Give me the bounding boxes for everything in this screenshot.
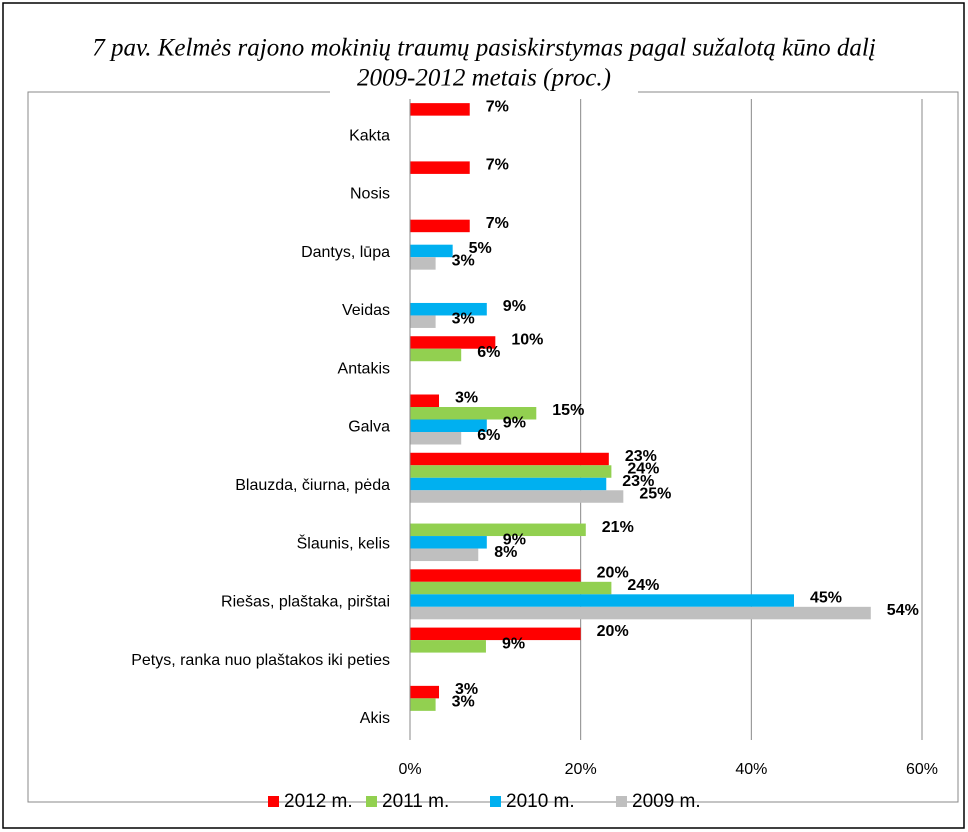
bar <box>410 594 794 607</box>
y-tick-label: Dantys, lūpa <box>301 244 390 261</box>
chart-title: 7 pav. Kelmės rajono mokinių traumų pasi… <box>92 35 876 62</box>
legend-swatch <box>490 796 501 807</box>
data-label: 3% <box>452 252 475 269</box>
y-tick-label: Kakta <box>349 127 390 144</box>
bar <box>410 490 624 503</box>
bar <box>410 161 470 174</box>
data-label: 3% <box>455 681 478 698</box>
data-label: 6% <box>477 427 500 444</box>
legend-label: 2009 m. <box>632 791 701 812</box>
bar <box>410 244 453 258</box>
data-label: 3% <box>455 390 478 407</box>
data-label: 9% <box>503 531 526 548</box>
bar <box>410 685 440 699</box>
x-tick-label: 60% <box>906 761 938 778</box>
data-label: 10% <box>511 331 543 348</box>
data-label: 24% <box>627 577 659 594</box>
bar <box>410 103 470 116</box>
bar <box>410 548 479 562</box>
bar <box>410 581 612 595</box>
data-label: 9% <box>502 635 525 652</box>
y-tick-label: Nosis <box>350 186 390 203</box>
bar <box>410 627 581 641</box>
x-tick-label: 40% <box>735 761 767 778</box>
data-label: 20% <box>597 565 629 582</box>
y-tick-label: Blauzda, čiurna, pėda <box>235 477 390 494</box>
x-tick-label: 0% <box>398 761 421 778</box>
legend-label: 2011 m. <box>382 791 449 812</box>
bar <box>410 698 436 711</box>
y-tick-label: Petys, ranka nuo plaštakos iki peties <box>131 652 390 669</box>
bar <box>410 394 440 407</box>
bar <box>410 336 496 349</box>
data-label: 7% <box>486 215 509 232</box>
bar <box>410 407 537 420</box>
data-label: 25% <box>639 485 671 502</box>
y-tick-label: Veidas <box>342 302 390 319</box>
legend-swatch <box>616 796 627 807</box>
legend-swatch <box>268 796 279 807</box>
legend-label: 2012 m. <box>284 791 353 812</box>
data-label: 23% <box>622 473 654 490</box>
bar <box>410 523 586 537</box>
bar <box>410 465 612 478</box>
data-label: 3% <box>452 694 475 711</box>
bar <box>410 348 462 362</box>
bar <box>410 477 607 491</box>
data-label: 20% <box>597 623 629 640</box>
bar <box>410 257 436 270</box>
bar <box>410 315 436 328</box>
bar <box>410 606 871 620</box>
data-label: 7% <box>486 98 509 115</box>
data-label: 8% <box>494 544 517 561</box>
y-tick-label: Akis <box>360 710 390 727</box>
data-label: 7% <box>486 157 509 174</box>
bar <box>410 452 609 466</box>
data-label: 45% <box>810 590 842 607</box>
x-tick-label: 20% <box>565 761 597 778</box>
bar <box>410 432 462 445</box>
y-tick-label: Riešas, plaštaka, pirštai <box>221 594 390 611</box>
data-label: 6% <box>477 344 500 361</box>
y-tick-label: Antakis <box>338 360 390 377</box>
data-label: 15% <box>552 402 584 419</box>
bar <box>410 419 487 432</box>
data-label: 54% <box>887 602 919 619</box>
bar <box>410 569 581 582</box>
plot-frame <box>27 91 959 803</box>
chart-subtitle: 2009-2012 metais (proc.) <box>357 65 611 92</box>
bar <box>410 219 470 233</box>
bar <box>410 536 487 549</box>
data-label: 9% <box>503 298 526 315</box>
subtitle-bg <box>330 68 638 94</box>
y-tick-label: Šlaunis, kelis <box>297 533 390 552</box>
data-label: 5% <box>469 240 492 257</box>
legend-swatch <box>366 796 377 807</box>
bar <box>410 640 486 653</box>
legend-label: 2010 m. <box>506 791 575 812</box>
data-label: 24% <box>627 460 659 477</box>
bar <box>410 302 487 316</box>
y-tick-label: Galva <box>348 419 390 436</box>
data-label: 23% <box>625 448 657 465</box>
data-label: 9% <box>503 415 526 432</box>
data-label: 21% <box>602 519 634 536</box>
data-label: 3% <box>452 311 475 328</box>
